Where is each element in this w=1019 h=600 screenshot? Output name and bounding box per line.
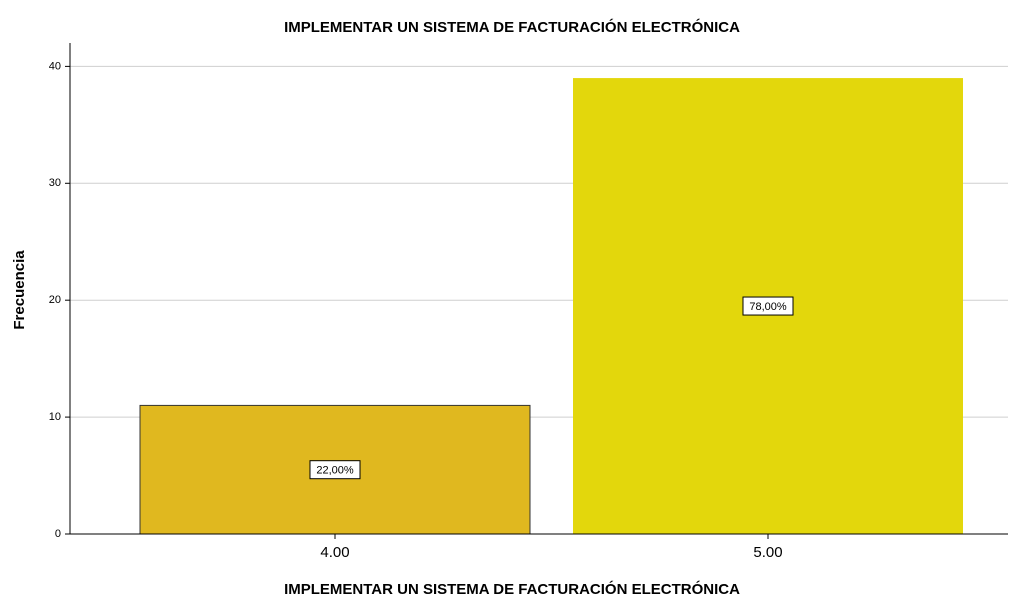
y-tick-label: 40 [49,60,61,72]
x-tick-label: 5.00 [753,544,782,561]
x-tick-label: 4.00 [320,544,349,561]
y-tick-label: 10 [49,411,61,423]
chart-title: IMPLEMENTAR UN SISTEMA DE FACTURACIÓN EL… [284,18,740,36]
y-tick-label: 0 [55,528,61,540]
data-label-box [742,296,794,316]
y-axis-label: Frecuencia [11,250,28,330]
y-tick-label: 30 [49,177,61,189]
data-label-box [309,460,361,480]
x-axis-label: IMPLEMENTAR UN SISTEMA DE FACTURACIÓN EL… [284,580,740,598]
data-label: 78,00% [749,301,787,313]
y-tick-label: 20 [49,294,61,306]
data-label: 22,00% [316,465,354,477]
